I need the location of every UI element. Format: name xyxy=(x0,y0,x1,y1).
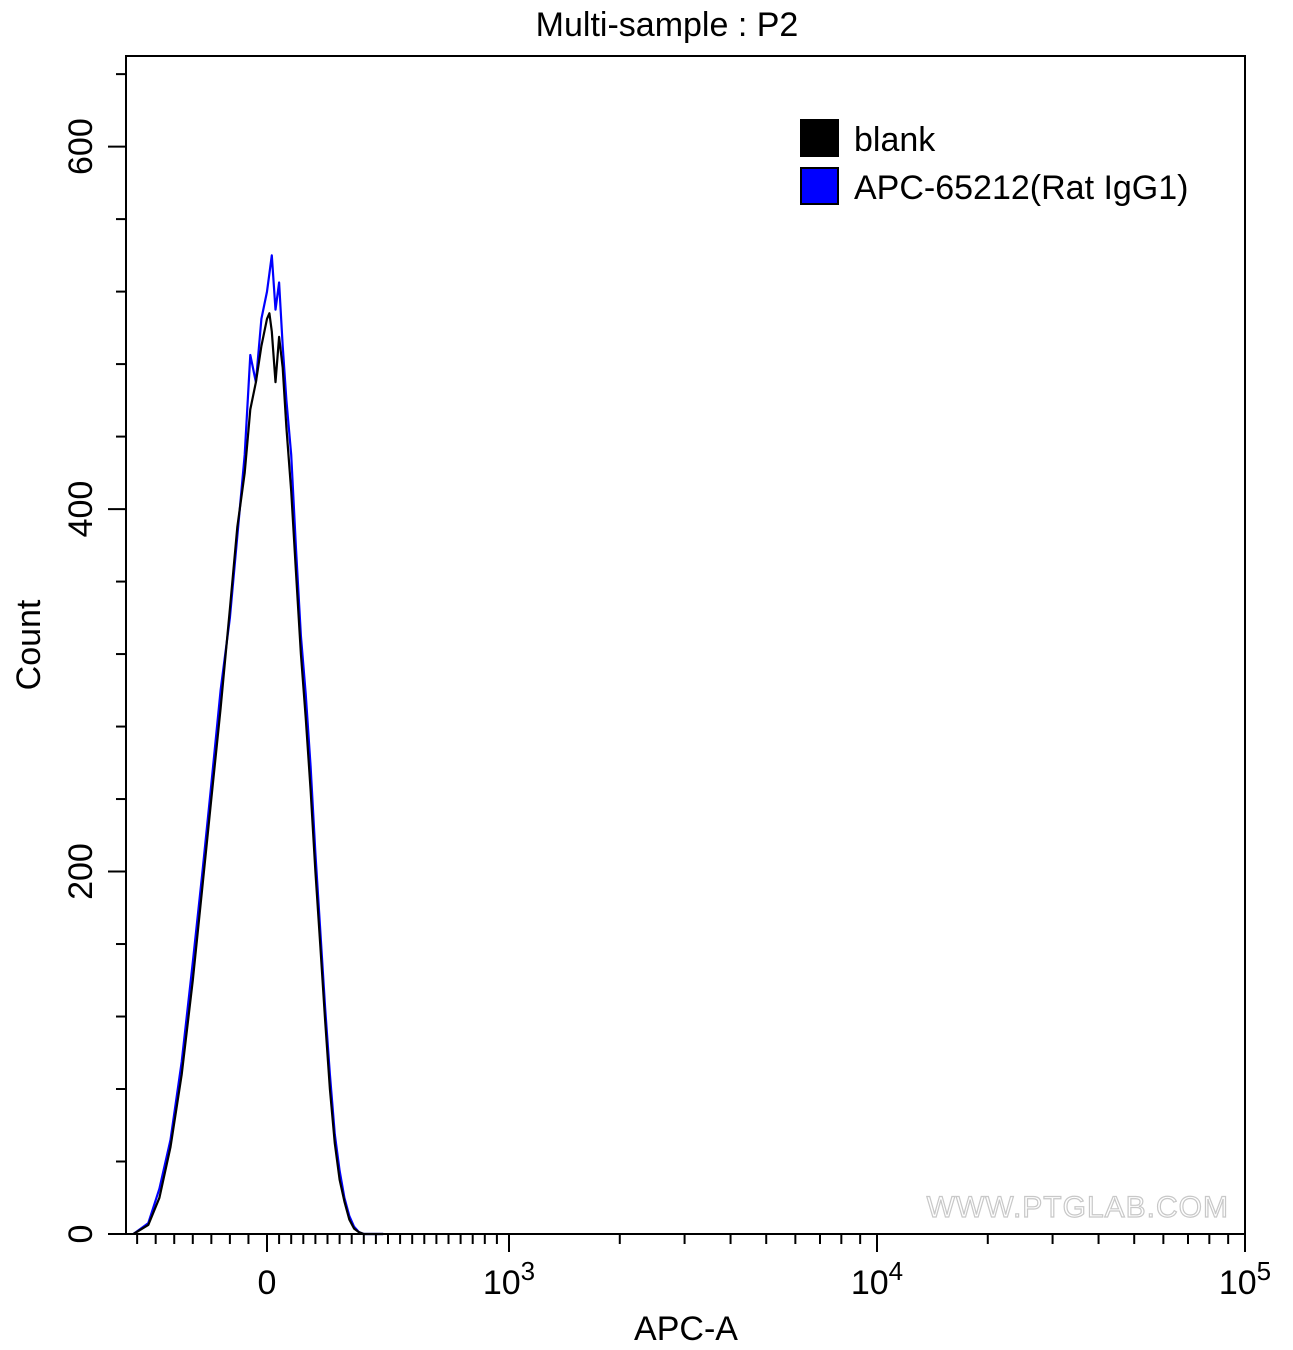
y-tick-label: 600 xyxy=(62,118,100,175)
series-line-blank xyxy=(132,312,384,1236)
chart-title: Multi-sample : P2 xyxy=(536,6,799,44)
y-tick-label: 200 xyxy=(62,843,100,900)
plot-series xyxy=(132,254,384,1236)
x-tick-label: 0 xyxy=(258,1264,277,1302)
legend-swatch xyxy=(800,167,839,205)
legend: blank APC-65212(Rat IgG1) xyxy=(800,119,1189,207)
watermark-text: WWW.PTGLAB.COM xyxy=(927,1191,1229,1224)
y-tick-label: 400 xyxy=(62,481,100,538)
legend-swatch xyxy=(800,119,839,157)
x-tick-label: 105 xyxy=(1219,1256,1271,1302)
x-tick-label: 103 xyxy=(483,1256,535,1302)
x-axis: 0 103 104 105 xyxy=(136,1234,1271,1302)
plot-frame xyxy=(125,55,1246,1235)
y-axis-title: Count xyxy=(10,599,48,690)
x-tick-label: 104 xyxy=(851,1256,903,1302)
legend-label: blank xyxy=(854,121,936,159)
legend-label: APC-65212(Rat IgG1) xyxy=(854,169,1189,207)
y-tick-label: 0 xyxy=(62,1225,100,1244)
series-line-apc-65212 xyxy=(132,254,384,1236)
y-axis: 0 200 400 600 xyxy=(62,73,126,1244)
x-axis-title: APC-A xyxy=(634,1310,738,1348)
